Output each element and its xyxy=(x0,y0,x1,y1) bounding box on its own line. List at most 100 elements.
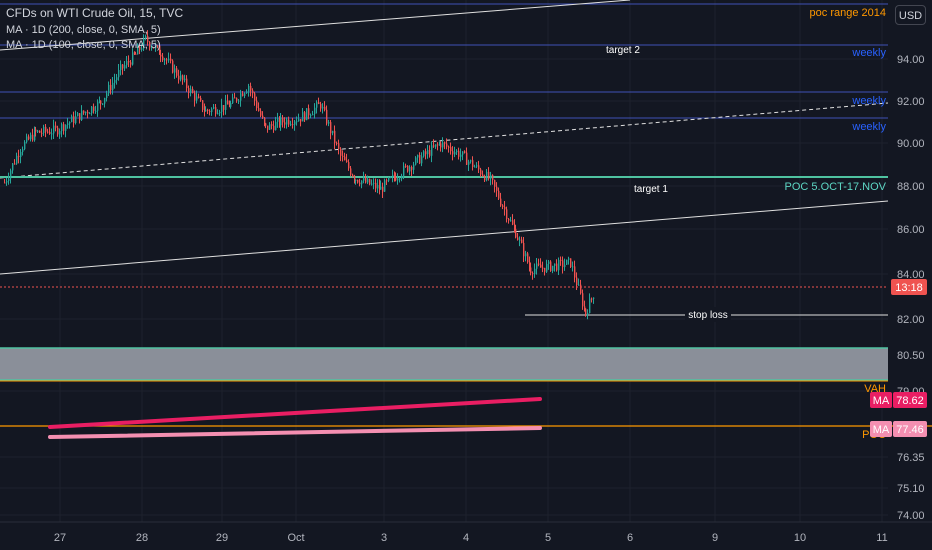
candle-body[interactable] xyxy=(37,130,39,132)
candle-body[interactable] xyxy=(104,97,106,104)
candle-body[interactable] xyxy=(365,177,367,183)
candle-body[interactable] xyxy=(562,260,564,268)
candle-body[interactable] xyxy=(184,78,186,81)
candle-body[interactable] xyxy=(407,165,409,172)
candle-body[interactable] xyxy=(380,186,382,190)
candle-body[interactable] xyxy=(30,134,32,140)
ma100-legend[interactable]: MA · 1D (100, close, 0, SMA, 5) xyxy=(6,39,161,51)
candle-body[interactable] xyxy=(419,154,421,164)
upper-trend-line[interactable] xyxy=(0,0,631,51)
candle-body[interactable] xyxy=(554,263,556,266)
candle-body[interactable] xyxy=(100,100,102,104)
candle-body[interactable] xyxy=(34,129,36,141)
candle-body[interactable] xyxy=(53,125,55,134)
candle-body[interactable] xyxy=(43,126,45,133)
candle-body[interactable] xyxy=(59,131,61,135)
candle-body[interactable] xyxy=(570,258,572,267)
candle-body[interactable] xyxy=(93,106,95,111)
candle-body[interactable] xyxy=(99,100,101,102)
candle-body[interactable] xyxy=(517,237,519,240)
candle-body[interactable] xyxy=(262,115,264,118)
symbol-title[interactable]: CFDs on WTI Crude Oil, 15, TVC xyxy=(6,6,184,20)
candle-body[interactable] xyxy=(87,111,89,114)
candle-body[interactable] xyxy=(446,143,448,147)
candle-body[interactable] xyxy=(55,125,57,128)
value-area-zone[interactable] xyxy=(0,348,888,380)
candle-body[interactable] xyxy=(18,155,20,158)
candle-body[interactable] xyxy=(350,168,352,175)
candle-body[interactable] xyxy=(527,253,529,263)
candle-body[interactable] xyxy=(12,163,14,171)
candle-body[interactable] xyxy=(580,284,582,294)
candle-body[interactable] xyxy=(494,179,496,187)
candle-body[interactable] xyxy=(256,100,258,109)
candle-body[interactable] xyxy=(160,54,162,57)
currency-button[interactable]: USD xyxy=(895,5,926,25)
candle-body[interactable] xyxy=(532,273,534,275)
candle-body[interactable] xyxy=(192,88,194,93)
candle-body[interactable] xyxy=(204,109,206,112)
candle-body[interactable] xyxy=(589,298,591,314)
candle-body[interactable] xyxy=(271,124,273,126)
candle-body[interactable] xyxy=(238,100,240,102)
candle-body[interactable] xyxy=(470,160,472,162)
candle-body[interactable] xyxy=(564,264,566,268)
candle-body[interactable] xyxy=(540,264,542,268)
candle-body[interactable] xyxy=(314,107,316,115)
candle-body[interactable] xyxy=(326,109,328,124)
candle-body[interactable] xyxy=(120,64,122,70)
candle-body[interactable] xyxy=(566,259,568,265)
candle-body[interactable] xyxy=(73,116,75,123)
candle-body[interactable] xyxy=(217,113,219,115)
candle-body[interactable] xyxy=(476,165,478,167)
candle-body[interactable] xyxy=(466,152,468,165)
candle-body[interactable] xyxy=(240,93,242,101)
candle-body[interactable] xyxy=(77,113,79,117)
candle-body[interactable] xyxy=(338,143,340,150)
candle-body[interactable] xyxy=(367,178,369,183)
candle-body[interactable] xyxy=(97,101,99,111)
candle-body[interactable] xyxy=(328,122,330,124)
candle-body[interactable] xyxy=(312,114,314,116)
candle-body[interactable] xyxy=(69,122,71,124)
candle-body[interactable] xyxy=(523,242,525,257)
candle-body[interactable] xyxy=(4,182,6,184)
candle-body[interactable] xyxy=(61,124,63,132)
candle-body[interactable] xyxy=(180,75,182,80)
candle-body[interactable] xyxy=(510,220,512,222)
candle-body[interactable] xyxy=(279,118,281,126)
candle-body[interactable] xyxy=(207,109,209,111)
candle-body[interactable] xyxy=(141,48,143,50)
candle-body[interactable] xyxy=(442,142,444,148)
candle-body[interactable] xyxy=(472,160,474,168)
candle-body[interactable] xyxy=(409,166,411,172)
candle-body[interactable] xyxy=(500,198,502,206)
candle-body[interactable] xyxy=(91,106,93,114)
candle-body[interactable] xyxy=(379,184,381,190)
candle-body[interactable] xyxy=(273,125,275,131)
candle-body[interactable] xyxy=(427,150,429,155)
candle-body[interactable] xyxy=(188,88,190,93)
candle-body[interactable] xyxy=(269,124,271,130)
candle-body[interactable] xyxy=(137,46,139,55)
candle-body[interactable] xyxy=(397,178,399,181)
candle-body[interactable] xyxy=(346,160,348,163)
candle-body[interactable] xyxy=(118,69,120,78)
price-axis[interactable]: 94.00 92.00 90.00 88.00 86.00 84.00 82.00 80.50… xyxy=(897,54,925,522)
candle-body[interactable] xyxy=(254,93,256,101)
candle-body[interactable] xyxy=(16,155,18,164)
candle-body[interactable] xyxy=(211,108,213,113)
candle-body[interactable] xyxy=(417,154,419,158)
candle-body[interactable] xyxy=(488,171,490,179)
candle-body[interactable] xyxy=(282,117,284,123)
candle-body[interactable] xyxy=(384,180,386,192)
candle-body[interactable] xyxy=(538,263,540,265)
candle-body[interactable] xyxy=(264,117,266,124)
candle-body[interactable] xyxy=(130,62,132,65)
candle-body[interactable] xyxy=(260,110,262,116)
candle-body[interactable] xyxy=(280,117,282,126)
candle-body[interactable] xyxy=(265,123,267,126)
candle-body[interactable] xyxy=(277,118,279,122)
candle-body[interactable] xyxy=(496,186,498,191)
